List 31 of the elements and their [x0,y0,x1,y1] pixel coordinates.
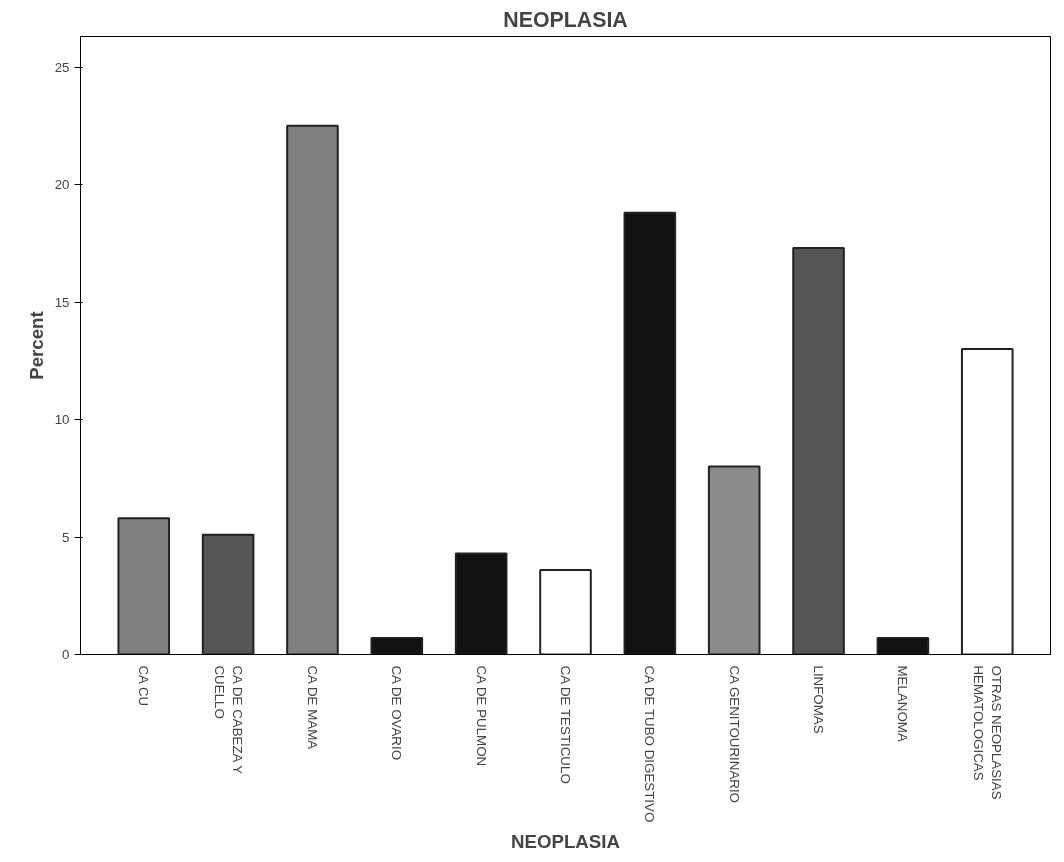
bar [707,465,761,655]
x-tick-label: MELANOMA [895,665,911,742]
x-tick-label: CA DE OVARIO [389,665,405,761]
y-axis-title: Percent [25,311,47,380]
x-axis-title: NEOPLASIA [511,831,620,853]
y-tick-label: 20 [54,177,70,193]
bar [960,348,1014,655]
chart-title: NEOPLASIA [503,7,628,32]
x-tick-label: CA CU [136,665,152,707]
x-tick-label: CA DE MAMA [304,665,320,750]
y-tick-label: 10 [54,412,70,428]
bar [286,124,339,655]
x-tick-label: CA GENITOURINARIO [726,665,742,803]
y-tick-label: 0 [62,647,70,662]
bar [623,211,677,655]
y-tick-label: 15 [54,294,70,310]
bar [370,637,424,655]
y-tick-label: 25 [54,59,70,75]
x-tick-label: CA DE PULMON [473,665,489,767]
bar [201,533,255,655]
y-tick-label: 5 [62,529,70,545]
x-tick-label: CA DE TESTICULO [558,665,573,784]
x-tick-label: CA DE CABEZA Y CUELLO [211,665,245,775]
bar [117,517,171,655]
bar [792,246,845,655]
x-tick-label: CA DE TUBO DIGESTIVO [642,665,658,823]
x-tick-label: LINFOMAS [811,665,827,734]
bar [876,637,930,655]
x-tick-label: OTRAS NEOPLASIAS HEMATOLOGICAS [970,665,1004,800]
bar [454,552,508,655]
bar [539,568,592,655]
